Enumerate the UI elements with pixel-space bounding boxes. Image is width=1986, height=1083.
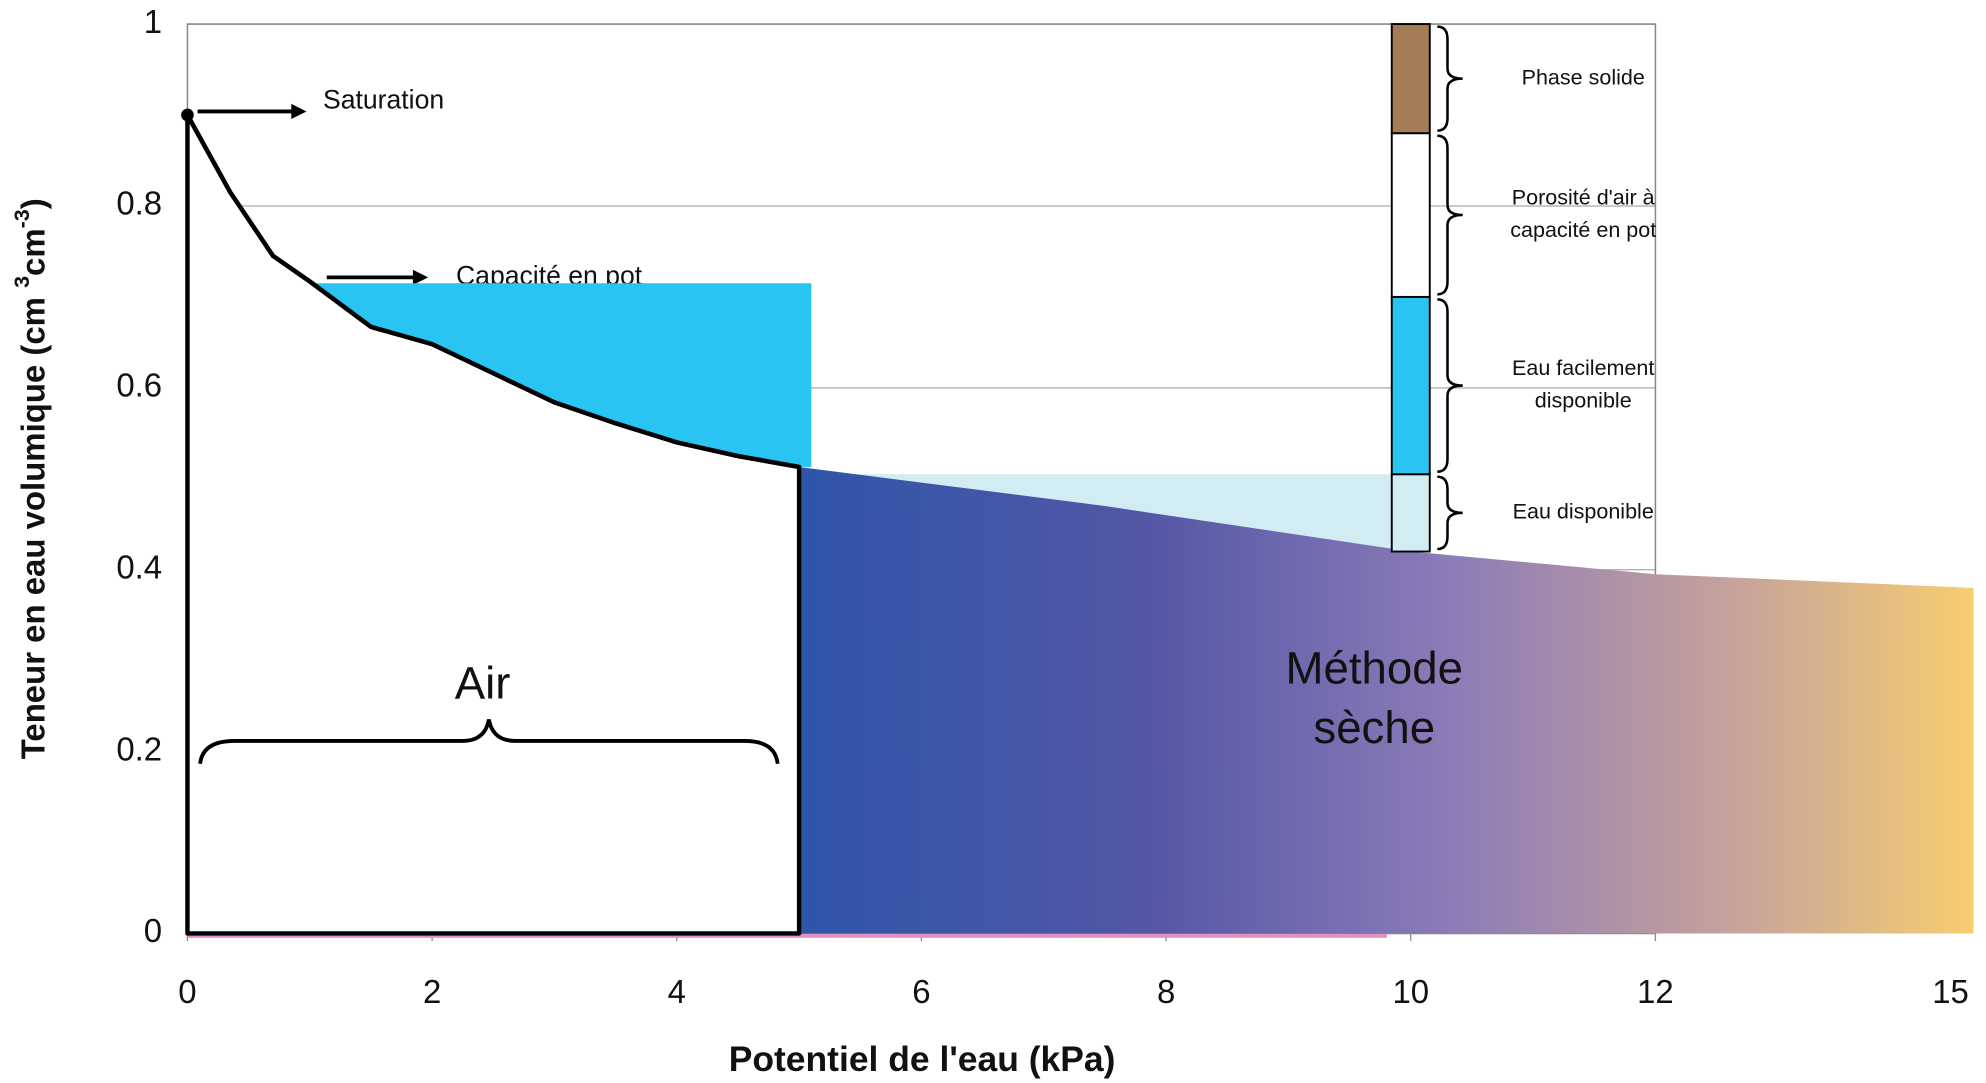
bar-segment [1390,23,1431,135]
segment-label: capacité en pot [1510,218,1656,242]
segment-brace [1437,298,1463,473]
x-tick-label: 4 [668,973,686,1010]
air-brace [198,719,780,765]
y-tick-label: 0.4 [116,548,162,585]
segment-brace [1437,25,1463,132]
segment-label: Eau facilement [1512,356,1654,380]
bar-segment [1390,295,1431,476]
segment-brace [1437,475,1463,551]
air-region [185,112,802,936]
x-axis-label: Potentiel de l'eau (kPa) [729,1039,1116,1079]
y-axis-label-part: Teneur en eau volumique (cm [14,288,51,759]
y-axis-label: Teneur en eau volumique (cm 3cm-3) [9,198,51,759]
x-tick-label: 2 [423,973,441,1010]
segment-label: disponible [1535,389,1632,413]
saturation-label: Saturation [323,84,444,114]
y-axis-label-part: cm [14,228,51,276]
dry-method-label: Méthode [1286,642,1463,693]
x-tick-label: 10 [1392,973,1429,1010]
easy-water-area [309,281,812,467]
capacity-arrowhead [412,269,429,285]
y-tick-label: 1 [144,3,162,40]
y-tick-label: 0.8 [116,185,162,222]
x-tick-label: 12 [1637,973,1674,1010]
y-axis-label-part: ) [14,198,51,209]
saturation-point [181,108,194,122]
saturation-arrowhead [291,103,307,120]
y-axis-label-part: 3 [9,276,33,288]
y-axis-label-part: -3 [9,209,33,228]
y-tick-label: 0.2 [116,730,162,767]
x-tick-label: 8 [1157,973,1175,1010]
segment-label: Eau disponible [1513,500,1654,524]
bar-segment [1390,473,1431,553]
segment-label: Phase solide [1522,65,1645,89]
y-tick-label: 0.6 [116,367,162,404]
x-tick-label: 0 [178,973,196,1010]
retention-curve [185,113,800,470]
x-tick-label: 6 [912,973,930,1010]
x-axis-end-label: 15 [1932,973,1969,1010]
dry-method-label: sèche [1313,702,1435,753]
dry-method-area [799,466,1974,934]
segment-label: Porosité d'air à [1512,185,1655,209]
air-label: Air [455,658,511,709]
bar-segment [1390,132,1431,298]
y-tick-label: 0 [144,912,162,949]
segment-brace [1437,134,1463,296]
